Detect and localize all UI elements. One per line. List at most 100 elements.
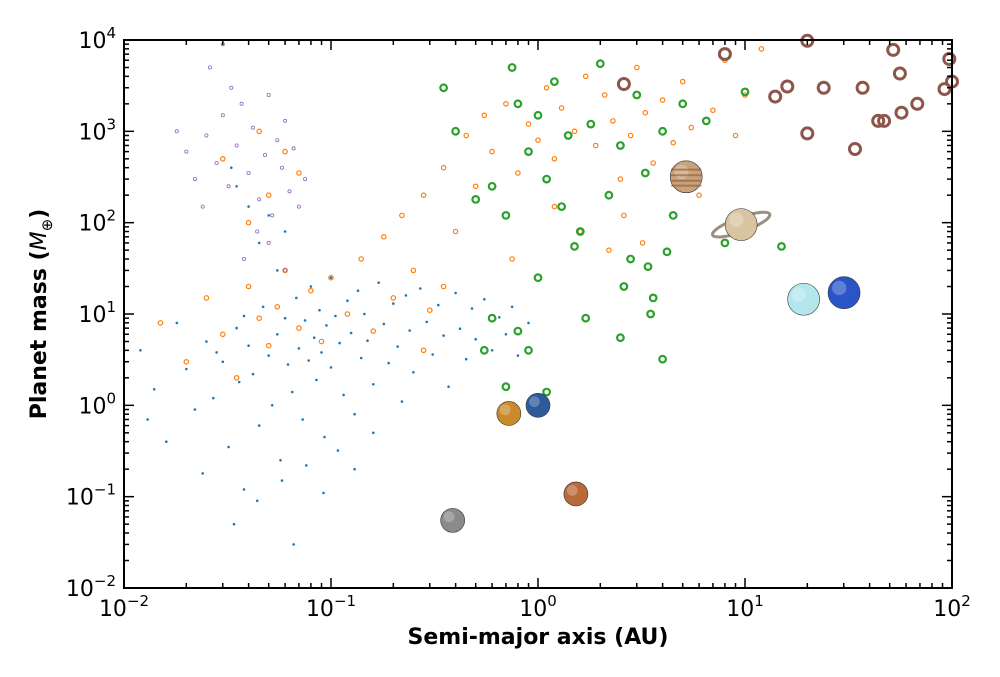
solar-system-planets [440,160,861,533]
data-point [679,78,686,85]
data-point [329,276,333,280]
data-point [658,126,667,136]
axis-tick-labels: 10−2 10−1 100 101 102 10−2 10−1 100 101 102 103 104 [66,24,971,622]
data-point [650,160,657,166]
data-point [601,92,608,98]
planet-highlight [729,212,744,228]
data-point [359,356,363,360]
data-point [892,66,907,81]
data-point [524,147,533,157]
data-point [318,308,321,312]
data-point [214,160,219,165]
data-point [328,274,334,281]
planet-disc [563,481,589,507]
data-point [527,321,530,325]
planet-disc [787,282,820,316]
x-tick-label: 100 [519,592,557,622]
data-point [309,285,313,288]
y-axis-title-subscript: ⊕ [38,219,56,232]
data-point [201,472,204,475]
data-point [487,313,497,323]
data-point [344,311,351,317]
data-point [303,177,308,182]
data-point [768,89,783,104]
data-point [740,87,750,97]
data-point [325,324,328,327]
data-point [295,296,298,300]
data-point [582,73,589,80]
data-point [592,142,599,149]
data-point [280,479,284,482]
data-point [616,77,631,91]
data-point [382,322,386,326]
data-point [551,203,558,210]
data-point [139,349,142,352]
planet-uranus-marker [787,282,820,316]
data-point [440,283,447,290]
data-point [183,358,190,365]
axis-ticks [123,39,953,589]
data-point [871,113,886,128]
data-point [533,110,543,120]
data-point [262,152,267,157]
data-point [315,378,318,382]
data-point [390,295,397,301]
data-point [399,212,405,219]
data-point [356,289,360,293]
data-point [437,303,440,307]
data-point [232,522,236,526]
planet-neptune-marker [827,276,861,310]
x-tick-label: 10−2 [99,592,149,622]
data-point [604,190,614,200]
data-point [266,240,271,245]
data-point [780,79,795,94]
data-point [668,210,678,220]
planet-disc [525,393,551,418]
data-point [235,326,238,330]
data-point [318,338,325,345]
data-point [283,118,288,123]
planet-disc [440,508,465,533]
data-point [247,344,250,348]
data-point [474,337,478,341]
data-point [501,210,511,220]
data-point [312,336,316,340]
data-point [372,431,375,435]
data-point [458,327,462,331]
data-point [632,90,642,100]
data-point [242,488,246,491]
data-point [346,299,349,303]
data-point [282,148,288,155]
data-point [276,269,279,272]
data-point [396,345,400,348]
planet-saturn-marker [710,208,772,241]
data-point [353,412,356,416]
data-point [270,213,275,218]
planet-highlight [529,396,540,408]
data-point [251,372,255,376]
data-point [439,83,449,93]
y-tick-label: 100 [78,389,116,419]
data-point [212,396,215,400]
data-point [322,491,325,495]
data-point [648,293,658,303]
data-point [515,170,521,176]
y-tick-label: 101 [78,298,116,328]
data-point [192,177,197,182]
data-point [542,174,551,184]
data-point [320,351,323,354]
data-point [404,294,408,297]
data-point [464,357,468,361]
data-point [185,367,188,371]
data-point [274,303,281,310]
data-point [442,334,445,337]
data-point [307,359,311,362]
data-point [230,166,233,169]
data-point [296,325,302,331]
data-point [816,80,831,95]
data-point [777,241,786,251]
data-point [563,131,573,140]
data-point [377,281,381,285]
data-point [419,287,422,290]
y-axis-title-symbol: M [27,231,52,250]
